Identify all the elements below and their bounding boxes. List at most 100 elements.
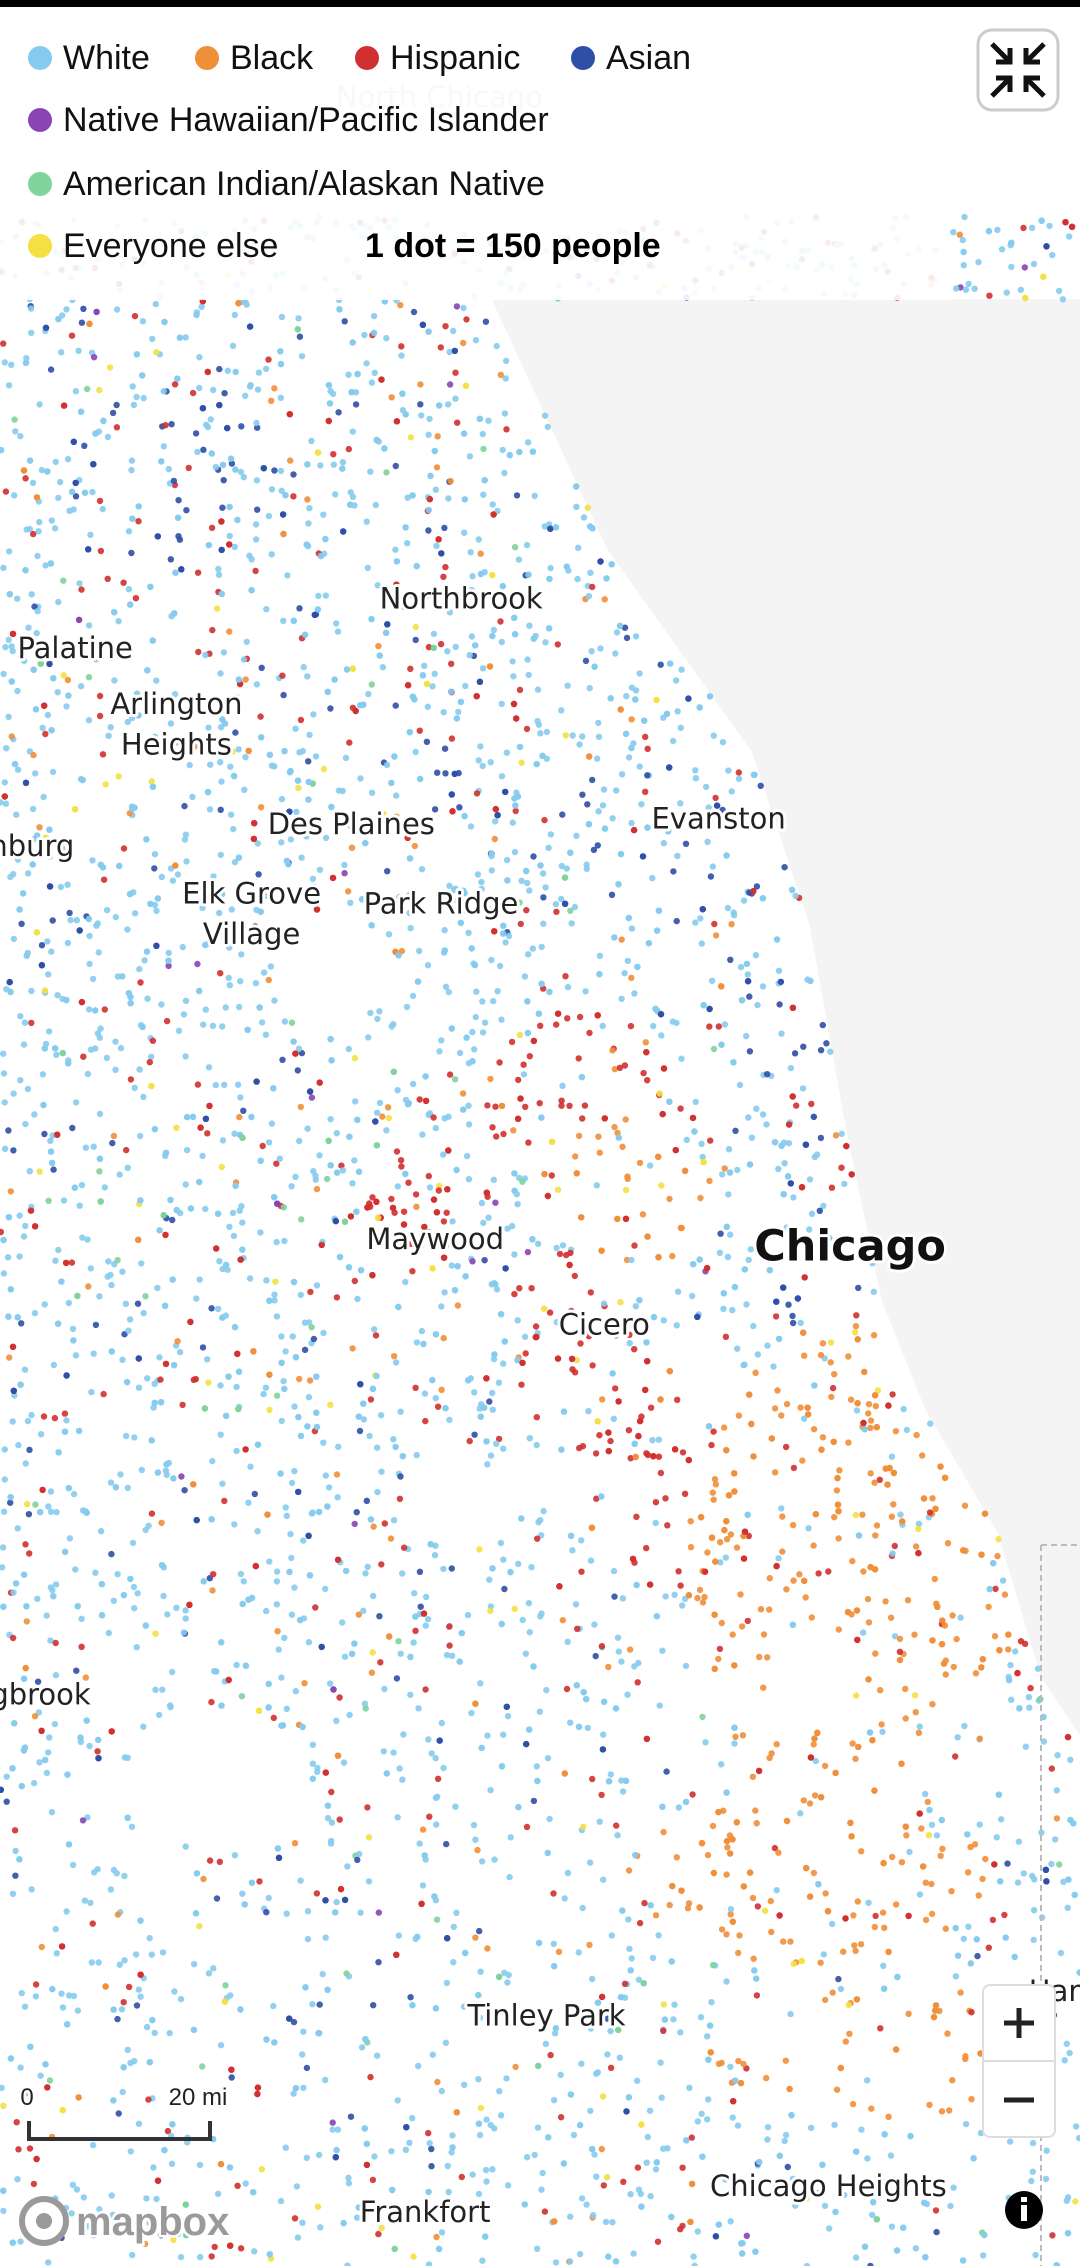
population-dot bbox=[333, 1130, 340, 1137]
population-dot bbox=[429, 1376, 436, 1384]
population-dot bbox=[656, 1090, 663, 1097]
population-dot bbox=[399, 1453, 406, 1460]
population-dot bbox=[390, 1749, 397, 1756]
population-dot bbox=[288, 1479, 296, 1487]
population-dot bbox=[1022, 1743, 1029, 1750]
population-dot bbox=[849, 1740, 856, 1747]
population-dot bbox=[647, 2193, 654, 2200]
population-dot bbox=[638, 2203, 645, 2210]
population-dot bbox=[673, 917, 680, 925]
population-dot bbox=[699, 906, 706, 913]
population-dot bbox=[339, 465, 346, 472]
population-dot bbox=[111, 677, 118, 684]
population-dot bbox=[816, 1207, 823, 1215]
population-dot bbox=[611, 1593, 618, 1600]
population-dot bbox=[59, 2106, 66, 2114]
population-dot bbox=[441, 947, 448, 954]
population-dot bbox=[218, 1702, 225, 1709]
population-dot bbox=[108, 1550, 115, 1558]
population-dot bbox=[847, 1819, 854, 1827]
population-dot bbox=[746, 1391, 753, 1398]
population-dot bbox=[545, 844, 552, 851]
population-dot bbox=[133, 393, 140, 401]
population-dot bbox=[708, 1441, 715, 1449]
population-dot bbox=[171, 1988, 178, 1995]
population-dot bbox=[490, 997, 497, 1005]
population-dot bbox=[324, 1815, 332, 1822]
population-dot bbox=[632, 1303, 639, 1310]
population-dot bbox=[700, 1002, 707, 1009]
population-dot bbox=[723, 1871, 730, 1878]
population-dot bbox=[571, 903, 579, 911]
population-dot bbox=[499, 582, 506, 590]
population-dot bbox=[202, 1115, 210, 1123]
population-dot bbox=[344, 2262, 351, 2266]
population-dot bbox=[105, 732, 112, 739]
population-dot bbox=[268, 924, 276, 931]
population-dot bbox=[481, 1257, 488, 1264]
population-dot bbox=[286, 808, 293, 815]
population-dot bbox=[534, 1240, 542, 1248]
population-dot bbox=[202, 941, 209, 949]
population-dot bbox=[103, 1054, 111, 1062]
population-dot bbox=[640, 1980, 647, 1987]
population-dot bbox=[478, 1199, 486, 1207]
population-dot bbox=[725, 1492, 733, 1499]
population-dot bbox=[1066, 233, 1073, 240]
population-dot bbox=[543, 728, 551, 736]
population-dot bbox=[9, 1634, 17, 1642]
population-dot bbox=[44, 468, 51, 475]
population-dot bbox=[20, 1675, 28, 1682]
population-dot bbox=[312, 1604, 319, 1611]
population-dot bbox=[364, 1804, 371, 1811]
population-dot bbox=[422, 1593, 430, 1601]
population-dot bbox=[689, 1292, 696, 1300]
population-dot bbox=[489, 1124, 496, 1131]
population-dot bbox=[248, 556, 255, 563]
population-dot bbox=[489, 2166, 496, 2173]
population-dot bbox=[345, 888, 352, 895]
population-dot bbox=[716, 1645, 724, 1653]
population-dot bbox=[932, 1505, 939, 1513]
population-dot bbox=[524, 1029, 532, 1037]
population-dot bbox=[17, 1077, 24, 1084]
population-dot bbox=[154, 533, 161, 540]
population-dot bbox=[450, 1923, 457, 1931]
population-dot bbox=[819, 1434, 827, 1441]
population-dot bbox=[754, 1351, 762, 1358]
population-dot bbox=[301, 1319, 309, 1326]
population-dot bbox=[749, 1894, 757, 1902]
population-dot bbox=[1071, 1891, 1078, 1899]
population-dot bbox=[340, 1759, 348, 1766]
population-dot bbox=[929, 1495, 936, 1502]
population-dot bbox=[746, 1161, 754, 1168]
population-dot bbox=[124, 1164, 131, 1172]
population-dot bbox=[851, 1329, 859, 1336]
population-dot bbox=[533, 1414, 540, 1421]
population-dot bbox=[81, 489, 89, 496]
population-dot bbox=[586, 753, 593, 760]
population-dot bbox=[265, 512, 273, 520]
population-dot bbox=[51, 1045, 59, 1052]
population-dot bbox=[731, 1740, 738, 1747]
population-dot bbox=[334, 1752, 342, 1759]
population-dot bbox=[74, 1603, 81, 1610]
population-dot bbox=[501, 1969, 508, 1977]
population-dot bbox=[87, 531, 94, 538]
population-dot bbox=[290, 493, 297, 500]
population-dot bbox=[753, 1105, 760, 1112]
population-dot bbox=[723, 1978, 730, 1985]
population-dot bbox=[364, 564, 371, 572]
population-dot bbox=[494, 988, 501, 995]
population-dot bbox=[385, 1114, 393, 1122]
population-dot bbox=[715, 1808, 722, 1816]
population-dot bbox=[43, 1612, 50, 1619]
population-dot bbox=[183, 1113, 191, 1121]
population-dot bbox=[446, 1642, 453, 1649]
population-dot bbox=[370, 312, 378, 320]
population-dot bbox=[274, 1845, 282, 1852]
population-dot bbox=[226, 944, 233, 951]
population-dot bbox=[585, 821, 593, 828]
population-dot bbox=[30, 666, 37, 673]
population-dot bbox=[238, 951, 245, 958]
